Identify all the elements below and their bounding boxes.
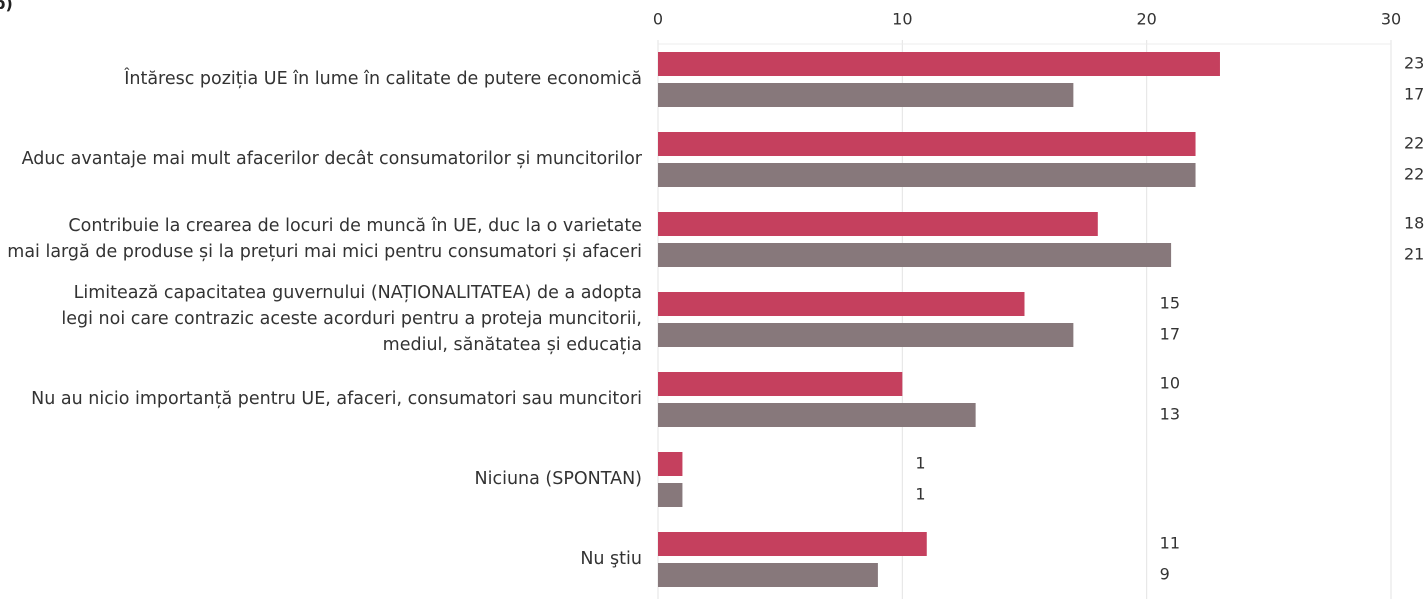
bar [658, 212, 1098, 236]
data-label: 17 [1160, 325, 1180, 344]
category-label: Aduc avantaje mai mult afacerilor decât … [21, 149, 642, 169]
category-label: Contribuie la crearea de locuri de muncă… [7, 216, 642, 262]
bar [658, 163, 1196, 187]
data-label: 22 [1404, 165, 1424, 184]
bar [658, 52, 1220, 76]
bar [658, 452, 683, 476]
bar [658, 563, 878, 587]
bar [658, 372, 903, 396]
data-label: 1 [915, 454, 925, 473]
category-label: Nu au nicio importanță pentru UE, afacer… [31, 389, 642, 409]
data-label: 13 [1160, 405, 1180, 424]
bar [658, 83, 1074, 107]
x-tick-label: 30 [1381, 10, 1401, 29]
x-tick-label: 0 [653, 10, 663, 29]
x-tick-label: 20 [1136, 10, 1156, 29]
bar [658, 132, 1196, 156]
data-label: 21 [1404, 245, 1424, 264]
panel-label: b) [0, 0, 13, 13]
data-label: 23 [1404, 54, 1424, 73]
data-label: 10 [1160, 374, 1180, 393]
data-label: 17 [1404, 85, 1424, 104]
data-label: 15 [1160, 294, 1180, 313]
data-label: 9 [1160, 565, 1170, 584]
bar [658, 323, 1074, 347]
data-label: 18 [1404, 214, 1424, 233]
bar [658, 532, 927, 556]
bar [658, 483, 683, 507]
bar [658, 243, 1172, 267]
category-label: Niciuna (SPONTAN) [474, 469, 642, 489]
bar [658, 292, 1025, 316]
category-label: Limitează capacitatea guvernului (NAȚION… [61, 283, 642, 355]
data-label: 22 [1404, 134, 1424, 153]
bar [658, 403, 976, 427]
x-tick-label: 10 [892, 10, 912, 29]
category-label: Nu ştiu [580, 549, 642, 569]
data-label: 1 [915, 485, 925, 504]
category-label: Întăresc poziția UE în lume în calitate … [124, 69, 642, 89]
data-label: 11 [1160, 534, 1180, 553]
